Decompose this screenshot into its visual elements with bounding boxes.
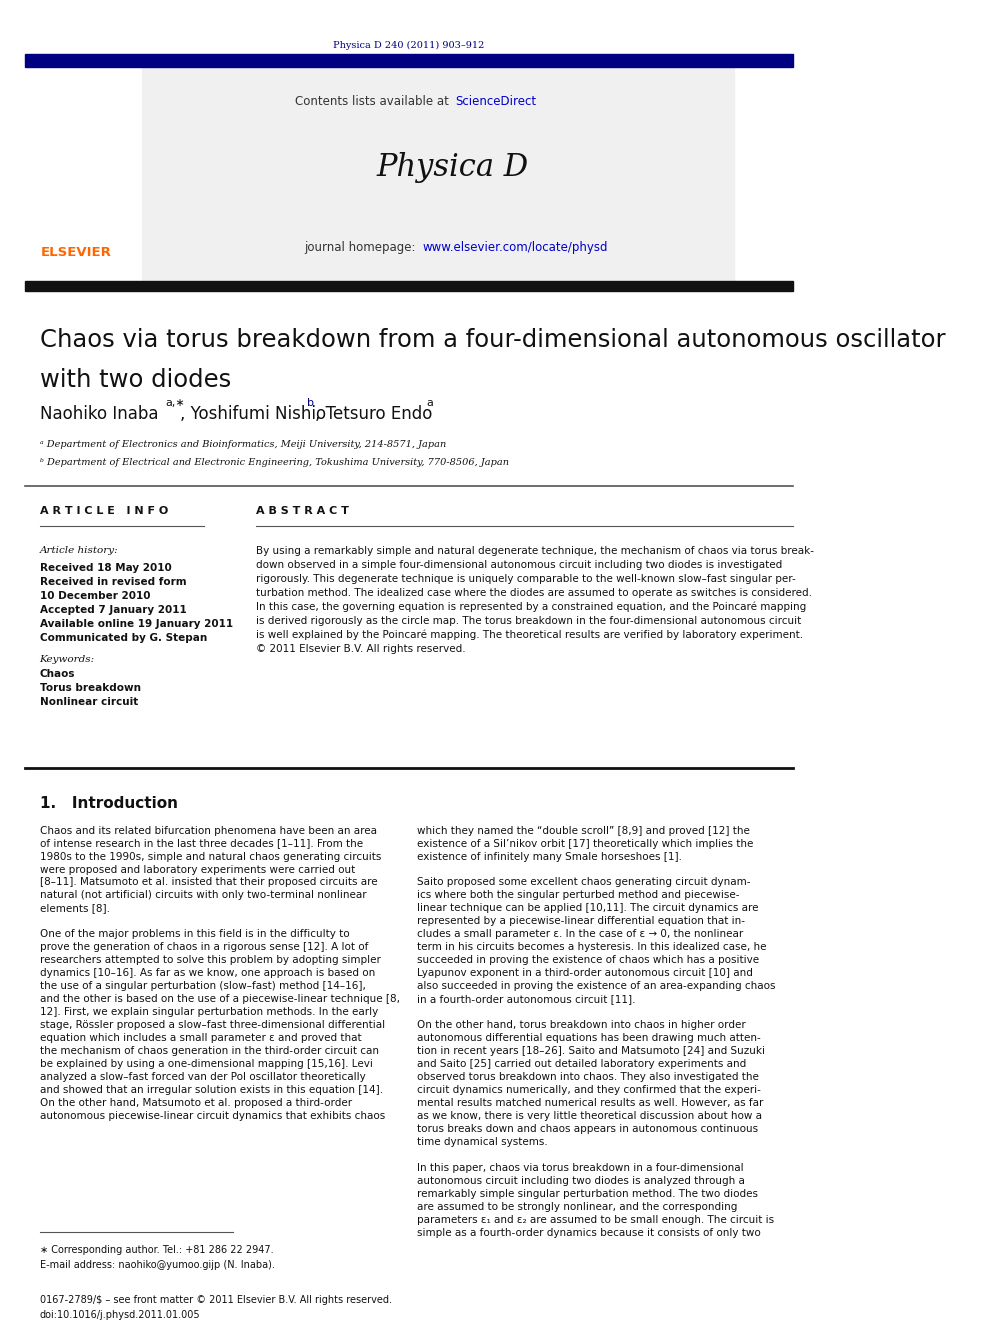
- Text: existence of a Sil’nikov orbit [17] theoretically which implies the: existence of a Sil’nikov orbit [17] theo…: [418, 839, 754, 848]
- Text: autonomous circuit including two diodes is analyzed through a: autonomous circuit including two diodes …: [418, 1176, 745, 1187]
- Text: represented by a piecewise-linear differential equation that in-: represented by a piecewise-linear differ…: [418, 917, 745, 926]
- Text: Contents lists available at: Contents lists available at: [295, 95, 452, 108]
- Text: be explained by using a one-dimensional mapping [15,16]. Levi: be explained by using a one-dimensional …: [40, 1060, 372, 1069]
- Text: linear technique can be applied [10,11]. The circuit dynamics are: linear technique can be applied [10,11].…: [418, 904, 759, 913]
- Text: stage, Rössler proposed a slow–fast three-dimensional differential: stage, Rössler proposed a slow–fast thre…: [40, 1020, 385, 1031]
- Text: are assumed to be strongly nonlinear, and the corresponding: are assumed to be strongly nonlinear, an…: [418, 1203, 738, 1212]
- Text: of intense research in the last three decades [1–11]. From the: of intense research in the last three de…: [40, 839, 363, 848]
- Text: 1.   Introduction: 1. Introduction: [40, 795, 178, 811]
- Text: E-mail address: naohiko@yumoo.gijp (N. Inaba).: E-mail address: naohiko@yumoo.gijp (N. I…: [40, 1261, 275, 1270]
- Text: 0167-2789/$ – see front matter © 2011 Elsevier B.V. All rights reserved.: 0167-2789/$ – see front matter © 2011 El…: [40, 1295, 392, 1306]
- Text: is derived rigorously as the circle map. The torus breakdown in the four-dimensi: is derived rigorously as the circle map.…: [256, 615, 801, 626]
- Text: a,∗: a,∗: [165, 398, 185, 409]
- Text: [8–11]. Matsumoto et al. insisted that their proposed circuits are: [8–11]. Matsumoto et al. insisted that t…: [40, 877, 377, 888]
- Text: parameters ε₁ and ε₂ are assumed to be small enough. The circuit is: parameters ε₁ and ε₂ are assumed to be s…: [418, 1216, 775, 1225]
- Text: A B S T R A C T: A B S T R A C T: [256, 505, 348, 516]
- Text: Communicated by G. Stepan: Communicated by G. Stepan: [40, 632, 206, 643]
- Bar: [25, 54, 794, 67]
- Text: Available online 19 January 2011: Available online 19 January 2011: [40, 619, 233, 628]
- Text: researchers attempted to solve this problem by adopting simpler: researchers attempted to solve this prob…: [40, 955, 381, 966]
- Text: ᵇ Department of Electrical and Electronic Engineering, Tokushima University, 770: ᵇ Department of Electrical and Electroni…: [40, 458, 509, 467]
- Text: mental results matched numerical results as well. However, as far: mental results matched numerical results…: [418, 1098, 764, 1109]
- Text: Torus breakdown: Torus breakdown: [40, 683, 141, 693]
- Text: By using a remarkably simple and natural degenerate technique, the mechanism of : By using a remarkably simple and natural…: [256, 545, 813, 556]
- Text: equation which includes a small parameter ε and proved that: equation which includes a small paramete…: [40, 1033, 361, 1044]
- Text: torus breaks down and chaos appears in autonomous continuous: torus breaks down and chaos appears in a…: [418, 1125, 758, 1134]
- Text: observed torus breakdown into chaos. They also investigated the: observed torus breakdown into chaos. The…: [418, 1073, 759, 1082]
- Text: simple as a fourth-order dynamics because it consists of only two: simple as a fourth-order dynamics becaus…: [418, 1228, 761, 1238]
- Text: the use of a singular perturbation (slow–fast) method [14–16],: the use of a singular perturbation (slow…: [40, 982, 365, 991]
- Text: dynamics [10–16]. As far as we know, one approach is based on: dynamics [10–16]. As far as we know, one…: [40, 968, 375, 979]
- Text: doi:10.1016/j.physd.2011.01.005: doi:10.1016/j.physd.2011.01.005: [40, 1310, 200, 1320]
- Text: term in his circuits becomes a hysteresis. In this idealized case, he: term in his circuits becomes a hysteresi…: [418, 942, 767, 953]
- Text: remarkably simple singular perturbation method. The two diodes: remarkably simple singular perturbation …: [418, 1189, 758, 1200]
- Text: cludes a small parameter ε. In the case of ε → 0, the nonlinear: cludes a small parameter ε. In the case …: [418, 930, 743, 939]
- Text: as we know, there is very little theoretical discussion about how a: as we know, there is very little theoret…: [418, 1111, 762, 1122]
- Text: 1980s to the 1990s, simple and natural chaos generating circuits: 1980s to the 1990s, simple and natural c…: [40, 852, 381, 861]
- Text: prove the generation of chaos in a rigorous sense [12]. A lot of: prove the generation of chaos in a rigor…: [40, 942, 368, 953]
- Text: Chaos: Chaos: [40, 668, 75, 679]
- Text: In this paper, chaos via torus breakdown in a four-dimensional: In this paper, chaos via torus breakdown…: [418, 1163, 744, 1174]
- Text: ics where both the singular perturbed method and piecewise-: ics where both the singular perturbed me…: [418, 890, 740, 901]
- Text: www.elsevier.com/locate/physd: www.elsevier.com/locate/physd: [422, 241, 607, 254]
- Text: A R T I C L E   I N F O: A R T I C L E I N F O: [40, 505, 168, 516]
- Text: Saito proposed some excellent chaos generating circuit dynam-: Saito proposed some excellent chaos gene…: [418, 877, 751, 888]
- Text: and Saito [25] carried out detailed laboratory experiments and: and Saito [25] carried out detailed labo…: [418, 1060, 747, 1069]
- Text: On the other hand, torus breakdown into chaos in higher order: On the other hand, torus breakdown into …: [418, 1020, 746, 1031]
- Text: analyzed a slow–fast forced van der Pol oscillator theoretically: analyzed a slow–fast forced van der Pol …: [40, 1073, 365, 1082]
- Text: succeeded in proving the existence of chaos which has a positive: succeeded in proving the existence of ch…: [418, 955, 759, 966]
- Text: © 2011 Elsevier B.V. All rights reserved.: © 2011 Elsevier B.V. All rights reserved…: [256, 643, 465, 654]
- Text: 12]. First, we explain singular perturbation methods. In the early: 12]. First, we explain singular perturba…: [40, 1007, 378, 1017]
- Text: One of the major problems in this field is in the difficulty to: One of the major problems in this field …: [40, 930, 349, 939]
- Text: and the other is based on the use of a piecewise-linear technique [8,: and the other is based on the use of a p…: [40, 995, 400, 1004]
- Text: b: b: [307, 398, 313, 409]
- Text: tion in recent years [18–26]. Saito and Matsumoto [24] and Suzuki: tion in recent years [18–26]. Saito and …: [418, 1046, 765, 1056]
- Text: rigorously. This degenerate technique is uniquely comparable to the well-known s: rigorously. This degenerate technique is…: [256, 574, 796, 583]
- Text: On the other hand, Matsumoto et al. proposed a third-order: On the other hand, Matsumoto et al. prop…: [40, 1098, 352, 1109]
- Text: ELSEVIER: ELSEVIER: [42, 246, 112, 259]
- Text: down observed in a simple four-dimensional autonomous circuit including two diod: down observed in a simple four-dimension…: [256, 560, 782, 570]
- Text: Chaos and its related bifurcation phenomena have been an area: Chaos and its related bifurcation phenom…: [40, 826, 377, 836]
- Text: circuit dynamics numerically, and they confirmed that the experi-: circuit dynamics numerically, and they c…: [418, 1085, 761, 1095]
- Text: ScienceDirect: ScienceDirect: [454, 95, 536, 108]
- Text: with two diodes: with two diodes: [40, 368, 231, 392]
- Text: in a fourth-order autonomous circuit [11].: in a fourth-order autonomous circuit [11…: [418, 995, 636, 1004]
- Text: Naohiko Inaba: Naohiko Inaba: [40, 405, 158, 423]
- Text: autonomous piecewise-linear circuit dynamics that exhibits chaos: autonomous piecewise-linear circuit dyna…: [40, 1111, 385, 1122]
- Text: were proposed and laboratory experiments were carried out: were proposed and laboratory experiments…: [40, 864, 355, 875]
- Text: also succeeded in proving the existence of an area-expanding chaos: also succeeded in proving the existence …: [418, 982, 776, 991]
- Text: Received in revised form: Received in revised form: [40, 577, 186, 586]
- Text: elements [8].: elements [8].: [40, 904, 109, 913]
- Text: turbation method. The idealized case where the diodes are assumed to operate as : turbation method. The idealized case whe…: [256, 587, 811, 598]
- Text: ∗ Corresponding author. Tel.: +81 286 22 2947.: ∗ Corresponding author. Tel.: +81 286 22…: [40, 1245, 273, 1256]
- Text: , Yoshifumi Nishio: , Yoshifumi Nishio: [180, 405, 326, 423]
- Text: time dynamical systems.: time dynamical systems.: [418, 1138, 548, 1147]
- Text: which they named the “double scroll” [8,9] and proved [12] the: which they named the “double scroll” [8,…: [418, 826, 750, 836]
- Text: the mechanism of chaos generation in the third-order circuit can: the mechanism of chaos generation in the…: [40, 1046, 379, 1056]
- Text: Physica D: Physica D: [376, 152, 529, 184]
- Text: Accepted 7 January 2011: Accepted 7 January 2011: [40, 605, 186, 615]
- Text: a: a: [427, 398, 434, 409]
- Text: ᵃ Department of Electronics and Bioinformatics, Meiji University, 214-8571, Japa: ᵃ Department of Electronics and Bioinfor…: [40, 439, 445, 448]
- Text: Article history:: Article history:: [40, 545, 118, 554]
- Text: Nonlinear circuit: Nonlinear circuit: [40, 697, 138, 706]
- Text: Received 18 May 2010: Received 18 May 2010: [40, 562, 172, 573]
- Text: Keywords:: Keywords:: [40, 655, 94, 664]
- Text: 10 December 2010: 10 December 2010: [40, 590, 150, 601]
- Text: is well explained by the Poincaré mapping. The theoretical results are verified : is well explained by the Poincaré mappin…: [256, 630, 803, 640]
- Text: existence of infinitely many Smale horseshoes [1].: existence of infinitely many Smale horse…: [418, 852, 682, 861]
- Text: and showed that an irregular solution exists in this equation [14].: and showed that an irregular solution ex…: [40, 1085, 383, 1095]
- Text: Physica D 240 (2011) 903–912: Physica D 240 (2011) 903–912: [333, 41, 485, 49]
- Bar: [25, 280, 794, 291]
- Text: , Tetsuro Endo: , Tetsuro Endo: [315, 405, 433, 423]
- Text: Lyapunov exponent in a third-order autonomous circuit [10] and: Lyapunov exponent in a third-order auton…: [418, 968, 753, 979]
- Bar: [142, 67, 734, 283]
- Text: natural (not artificial) circuits with only two-terminal nonlinear: natural (not artificial) circuits with o…: [40, 890, 366, 901]
- Text: In this case, the governing equation is represented by a constrained equation, a: In this case, the governing equation is …: [256, 602, 806, 613]
- Text: Chaos via torus breakdown from a four-dimensional autonomous oscillator: Chaos via torus breakdown from a four-di…: [40, 328, 945, 352]
- Text: autonomous differential equations has been drawing much atten-: autonomous differential equations has be…: [418, 1033, 761, 1044]
- Text: journal homepage:: journal homepage:: [305, 241, 420, 254]
